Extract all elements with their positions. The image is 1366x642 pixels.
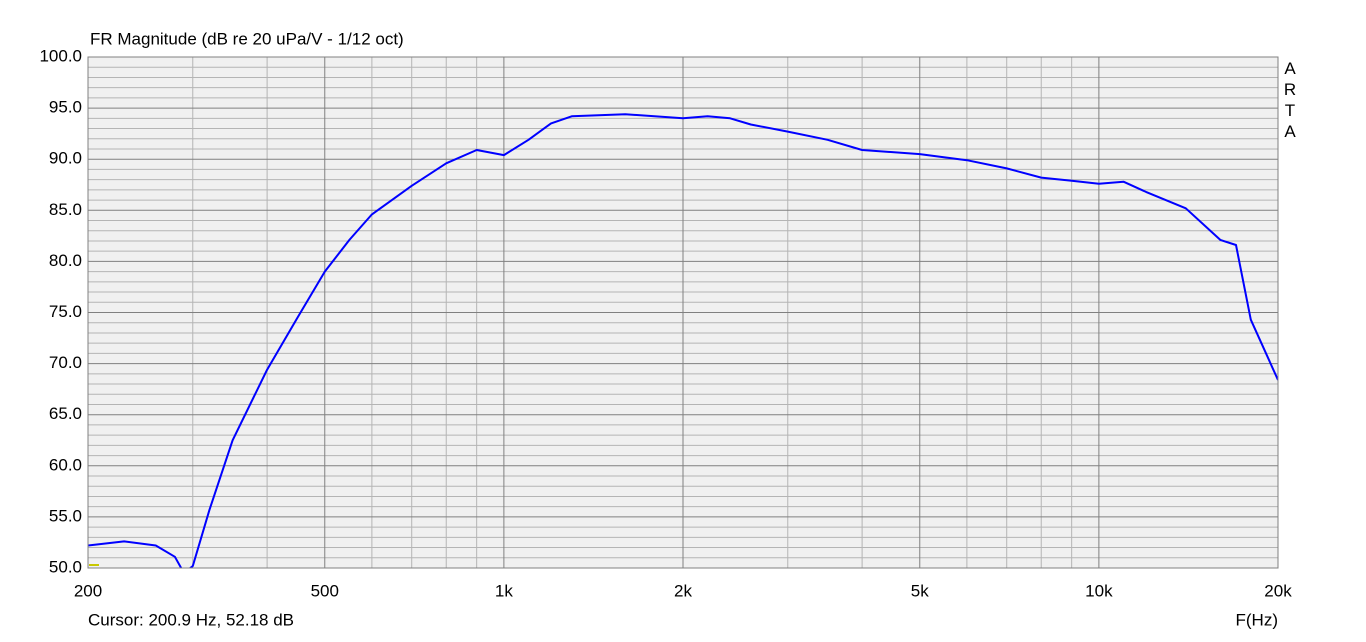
cursor-readout: Cursor: 200.9 Hz, 52.18 dB — [88, 610, 294, 629]
x-tick-label: 5k — [911, 581, 929, 600]
y-tick-label: 50.0 — [49, 557, 82, 576]
plot-frame — [87, 56, 1279, 569]
y-tick-label: 55.0 — [49, 506, 82, 525]
y-tick-label: 70.0 — [49, 353, 82, 372]
y-tick-label: 90.0 — [49, 149, 82, 168]
y-tick-label: 85.0 — [49, 200, 82, 219]
x-tick-label: 2k — [674, 581, 692, 600]
x-tick-label: 1k — [495, 581, 513, 600]
x-axis-label: F(Hz) — [1236, 610, 1278, 629]
x-tick-label: 20k — [1264, 581, 1292, 600]
x-tick-label: 500 — [311, 581, 339, 600]
y-tick-label: 80.0 — [49, 251, 82, 270]
x-tick-label: 200 — [74, 581, 102, 600]
data-line — [88, 113, 1278, 568]
y-tick-label: 65.0 — [49, 404, 82, 423]
x-tick-label: 10k — [1085, 581, 1113, 600]
chart-title: FR Magnitude (dB re 20 uPa/V - 1/12 oct) — [90, 29, 404, 48]
y-tick-label: 60.0 — [49, 455, 82, 474]
watermark: ARTA — [1283, 59, 1297, 141]
y-tick-label: 100.0 — [39, 46, 82, 65]
y-tick-label: 75.0 — [49, 302, 82, 321]
y-tick-label: 95.0 — [49, 98, 82, 117]
